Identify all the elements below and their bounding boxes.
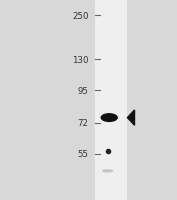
Polygon shape <box>127 110 135 126</box>
Text: 95: 95 <box>78 87 88 95</box>
Text: 55: 55 <box>78 150 88 158</box>
Bar <box>95 0 127 200</box>
Ellipse shape <box>101 114 117 122</box>
Text: 130: 130 <box>72 56 88 64</box>
Text: 72: 72 <box>78 119 88 127</box>
Ellipse shape <box>103 170 113 172</box>
Text: 250: 250 <box>72 12 88 21</box>
